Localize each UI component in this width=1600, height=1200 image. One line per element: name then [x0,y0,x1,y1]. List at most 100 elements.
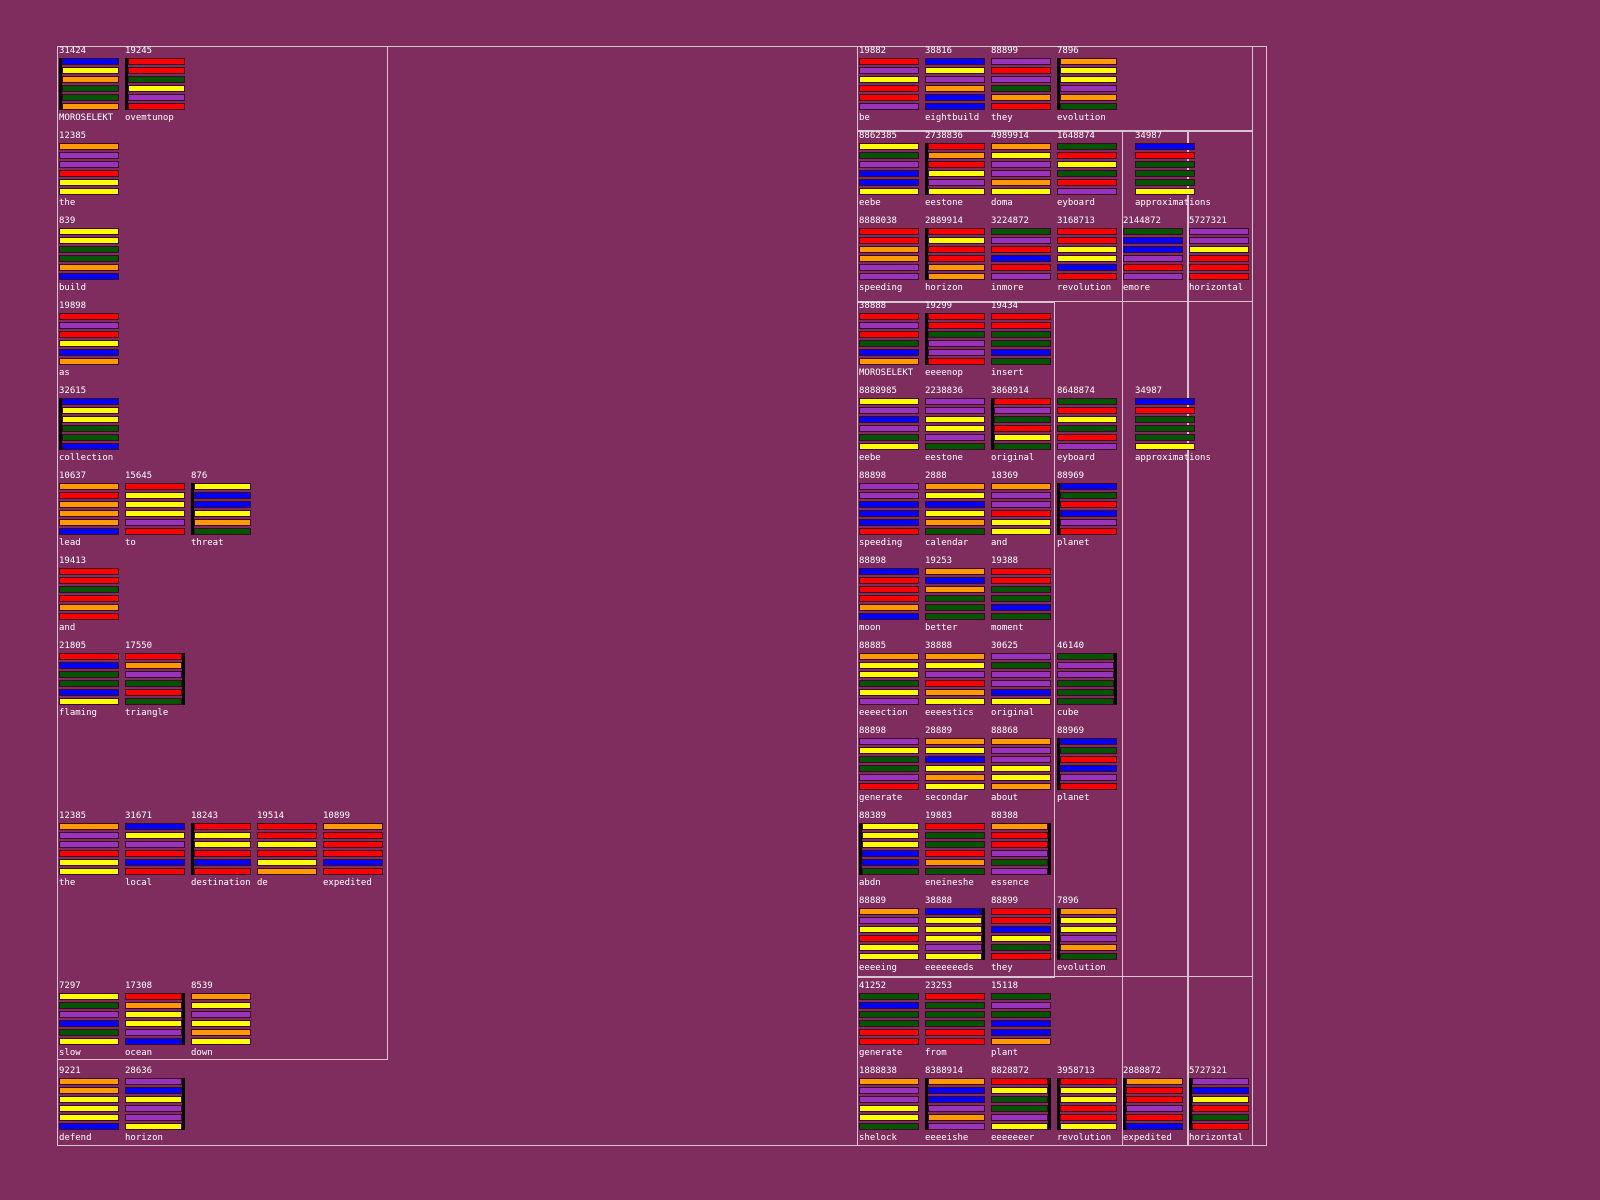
color-bar [991,1020,1051,1027]
color-bar [925,671,985,678]
color-bar [925,917,982,924]
tile-word: MOROSELEKT [859,368,914,378]
color-bar [1189,246,1249,253]
tile-word: and [991,538,1008,548]
color-bar [1123,237,1183,244]
color-bar [859,698,919,705]
color-bar [859,1020,919,1027]
tile-number: 3224872 [991,216,1029,226]
color-bar [925,443,985,450]
color-bar [62,58,119,65]
color-bar [925,680,985,687]
color-bar [928,179,985,186]
tile: 3224872 inmore [989,216,1053,301]
tile-word: insert [991,368,1024,378]
color-bar [125,510,185,517]
color-bar [1060,528,1117,535]
color-bar [1057,143,1117,150]
tile-number: 34987 [1135,386,1163,396]
tile-word: shelock [859,1133,897,1143]
tile-bar-stack [125,823,185,875]
color-bar [59,671,119,678]
color-bar [925,832,985,839]
color-bar [859,349,919,356]
color-bar [128,85,185,92]
tile-word: eestone [925,198,963,208]
color-bar [859,1029,919,1036]
color-bar [991,67,1051,74]
color-bar [991,1087,1048,1094]
color-bar [925,908,982,915]
color-bar [928,143,985,150]
tile-word: speeding [859,538,903,548]
color-bar [859,953,919,960]
color-bar [125,993,182,1000]
color-bar [859,67,919,74]
tile-word: and [59,623,76,633]
color-bar [59,170,119,177]
tile-bar-stack [859,738,919,790]
tile-bar-stack [1057,1078,1117,1130]
color-bar [991,577,1051,584]
color-bar [1060,783,1117,790]
tile: 12385 the [57,131,121,216]
tile-number: 28636 [125,1066,153,1076]
color-bar [925,774,985,781]
color-bar [1057,170,1117,177]
color-bar [128,67,185,74]
tile: 1648874 eyboard [1055,131,1119,216]
color-bar [59,1096,119,1103]
color-bar [59,264,119,271]
color-bar [125,519,185,526]
color-bar [191,1011,251,1018]
color-bar [991,358,1051,365]
tile-word: from [925,1048,947,1058]
color-bar [925,58,985,65]
color-bar [925,483,985,490]
tile-bar-stack [925,143,985,195]
color-bar [59,832,119,839]
tile-number: 2888872 [1123,1066,1161,1076]
color-bar [925,586,985,593]
color-bar [59,613,119,620]
color-bar [994,443,1051,450]
tile: 8648874 eyboard [1055,386,1119,471]
color-bar [1060,747,1117,754]
tile-word: eightbuild [925,113,980,123]
color-bar [859,1114,919,1121]
color-bar [194,868,251,875]
color-bar [1060,774,1117,781]
color-bar [59,841,119,848]
tile-word: eebe [859,453,881,463]
tile: 876 threat [189,471,253,556]
tile-word: doma [991,198,1013,208]
color-bar [925,595,985,602]
color-bar [62,443,119,450]
color-bar [59,483,119,490]
color-bar [928,1114,985,1121]
color-bar [62,425,119,432]
tile-number: 18369 [991,471,1019,481]
color-bar [859,662,919,669]
color-bar [191,1038,251,1045]
color-bar [991,698,1051,705]
color-bar [1060,953,1117,960]
tile-number: 88389 [859,811,887,821]
tile-number: 7896 [1057,46,1079,56]
tile-number: 17308 [125,981,153,991]
tile-word: emore [1123,283,1151,293]
color-bar [59,568,119,575]
color-bar [257,850,317,857]
color-bar [1060,935,1117,942]
color-bar [59,237,119,244]
color-bar [1060,1096,1117,1103]
tile-word: destination [191,878,251,888]
tile-word: moon [859,623,881,633]
tile-number: 28889 [925,726,953,736]
color-bar [194,510,251,517]
color-bar [59,1105,119,1112]
tile-bar-stack [1057,653,1117,705]
color-bar [1057,228,1117,235]
tile-number: 19413 [59,556,87,566]
